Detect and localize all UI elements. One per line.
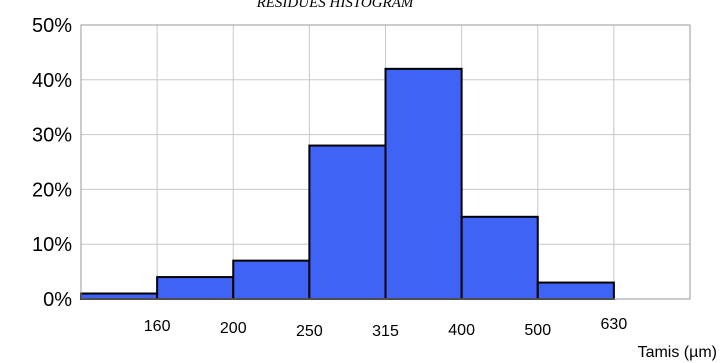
y-tick-label: 20% [32,179,72,201]
x-tick-label: 200 [220,320,247,337]
histogram-bar [156,276,235,300]
x-tick-label: 630 [601,316,628,333]
histogram-bar [232,259,311,301]
histogram-bar [80,292,159,300]
x-tick-label: 250 [296,323,323,340]
x-tick-label: 160 [144,318,171,335]
histogram-bar [384,67,463,300]
bars-layer [80,67,615,301]
x-tick-label: 315 [372,323,399,340]
x-tick-label: 500 [524,322,551,339]
y-tick-label: 30% [32,125,72,147]
x-tick-label: 400 [448,322,475,339]
histogram-bar [536,281,615,300]
x-axis-ticks: 160 200 250 315 400 500 630 [144,316,628,340]
y-tick-label: 10% [32,234,72,256]
histogram-bar [308,144,387,300]
histogram-bar [460,215,539,300]
y-tick-label: 0% [43,289,72,311]
x-axis-label: Tamis (µm) [638,344,717,361]
y-axis-ticks: 0% 10% 20% 30% 40% 50% [32,15,72,311]
plot-frame [80,24,691,300]
y-tick-label: 40% [32,70,72,92]
chart-title: RESIDUES HISTOGRAM [256,0,415,11]
y-tick-label: 50% [32,15,72,37]
